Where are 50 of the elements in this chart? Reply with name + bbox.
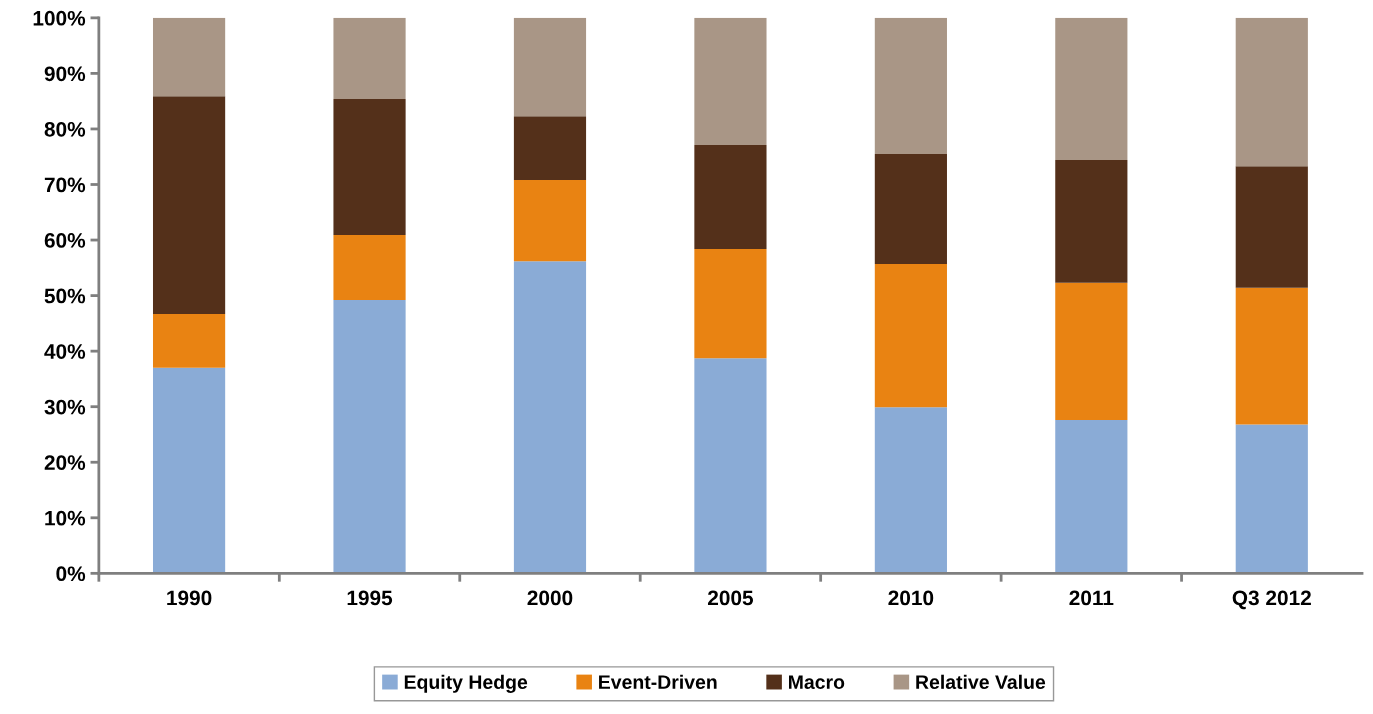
legend-label: Event-Driven [599, 674, 717, 689]
x-tick-label: 2000 [527, 590, 573, 606]
bar [152, 367, 226, 574]
bar [333, 235, 406, 301]
bar [333, 98, 406, 236]
bar [513, 116, 587, 181]
y-tick-label: 90% [44, 66, 86, 82]
y-tick-label: 50% [44, 288, 86, 304]
y-tick-label: 10% [45, 510, 86, 526]
bar [1055, 420, 1128, 574]
bar [1235, 17, 1308, 167]
y-tick-label: 60% [44, 233, 86, 248]
x-tick-label: 2010 [888, 590, 934, 606]
bar [333, 300, 406, 574]
bar [152, 313, 226, 368]
x-tick-label: Q3 2012 [1232, 590, 1311, 610]
y-tick-label: 40% [44, 344, 86, 359]
bar [874, 263, 947, 408]
bar [694, 248, 767, 359]
bar [874, 153, 947, 264]
bar [1235, 287, 1308, 425]
legend-label: Relative Value [916, 674, 1046, 689]
y-tick-label: 100% [33, 10, 86, 26]
y-tick-label: 80% [44, 121, 86, 137]
x-tick-label: 1995 [347, 590, 393, 606]
bar [333, 17, 406, 99]
legend-label: Macro [789, 675, 845, 689]
bar [1055, 282, 1128, 421]
y-tick-label: 0% [56, 566, 86, 582]
bar [513, 261, 587, 574]
bar [513, 17, 587, 117]
bar [1235, 166, 1308, 288]
bar [1235, 424, 1308, 574]
bar [1055, 160, 1128, 283]
bar [694, 17, 767, 146]
y-tick-label: 70% [44, 177, 86, 193]
bar [152, 17, 226, 97]
bar [513, 180, 587, 262]
y-tick-label: 30% [44, 399, 86, 415]
bar [874, 407, 947, 574]
legend-label: Equity Hedge [404, 674, 528, 693]
bar [694, 145, 767, 249]
bar [874, 17, 947, 154]
bar [1055, 17, 1128, 161]
x-tick-label: 1990 [167, 590, 212, 606]
y-tick-label: 20% [44, 455, 86, 470]
bar [694, 358, 767, 574]
x-tick-label: 2011 [1069, 590, 1114, 606]
bar [152, 96, 226, 314]
x-tick-label: 2005 [707, 590, 754, 606]
